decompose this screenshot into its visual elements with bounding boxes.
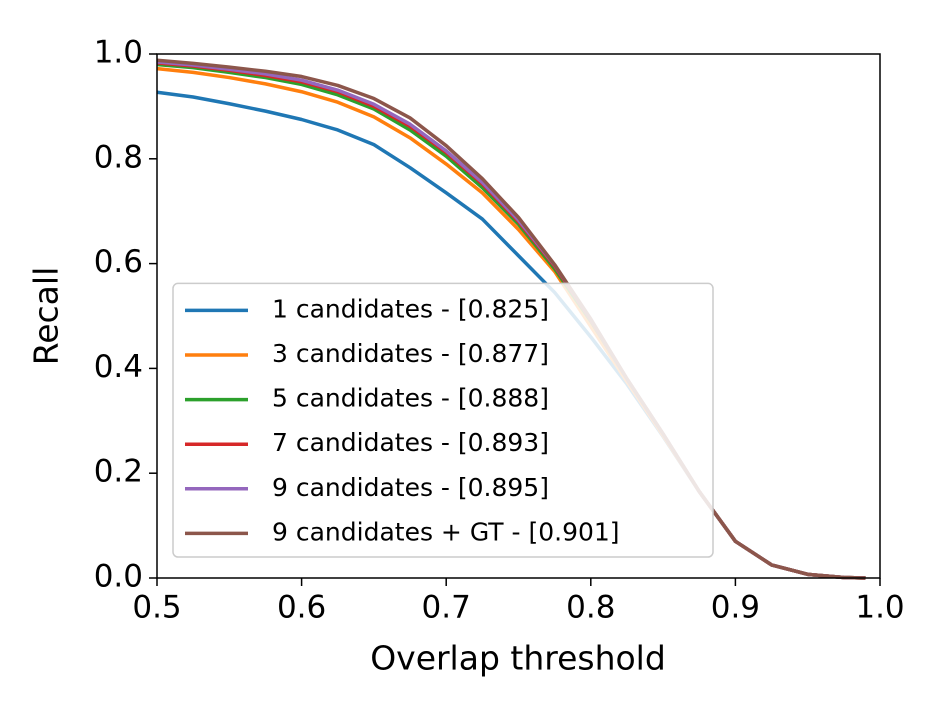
legend-label: 9 candidates + GT - [0.901] [272,517,620,546]
x-tick-label: 1.0 [855,590,904,626]
x-tick-label: 0.6 [277,590,326,626]
x-tick-label: 0.7 [422,590,471,626]
x-tick-label: 0.5 [132,590,181,626]
legend-box [172,282,714,558]
legend-label: 9 candidates - [0.895] [272,473,549,502]
y-tick-label: 1.0 [94,35,143,71]
y-axis-label: Recall [27,267,66,365]
plot-frame [156,53,881,579]
y-tick-label: 0.2 [94,454,143,490]
x-tick-label: 0.9 [711,590,760,626]
legend-label: 5 candidates - [0.888] [272,384,549,413]
legend-label: 3 candidates - [0.877] [272,339,549,368]
y-tick-label: 0.4 [94,349,143,385]
y-tick-label: 0.8 [94,139,143,175]
y-tick-label: 0.6 [94,244,143,280]
y-tick-label: 0.0 [94,559,143,595]
legend-label: 1 candidates - [0.825] [272,294,549,323]
x-axis-label: Overlap threshold [370,639,666,678]
x-tick-label: 0.8 [566,590,615,626]
series-line [156,58,866,580]
legend-label: 7 candidates - [0.893] [272,428,549,457]
